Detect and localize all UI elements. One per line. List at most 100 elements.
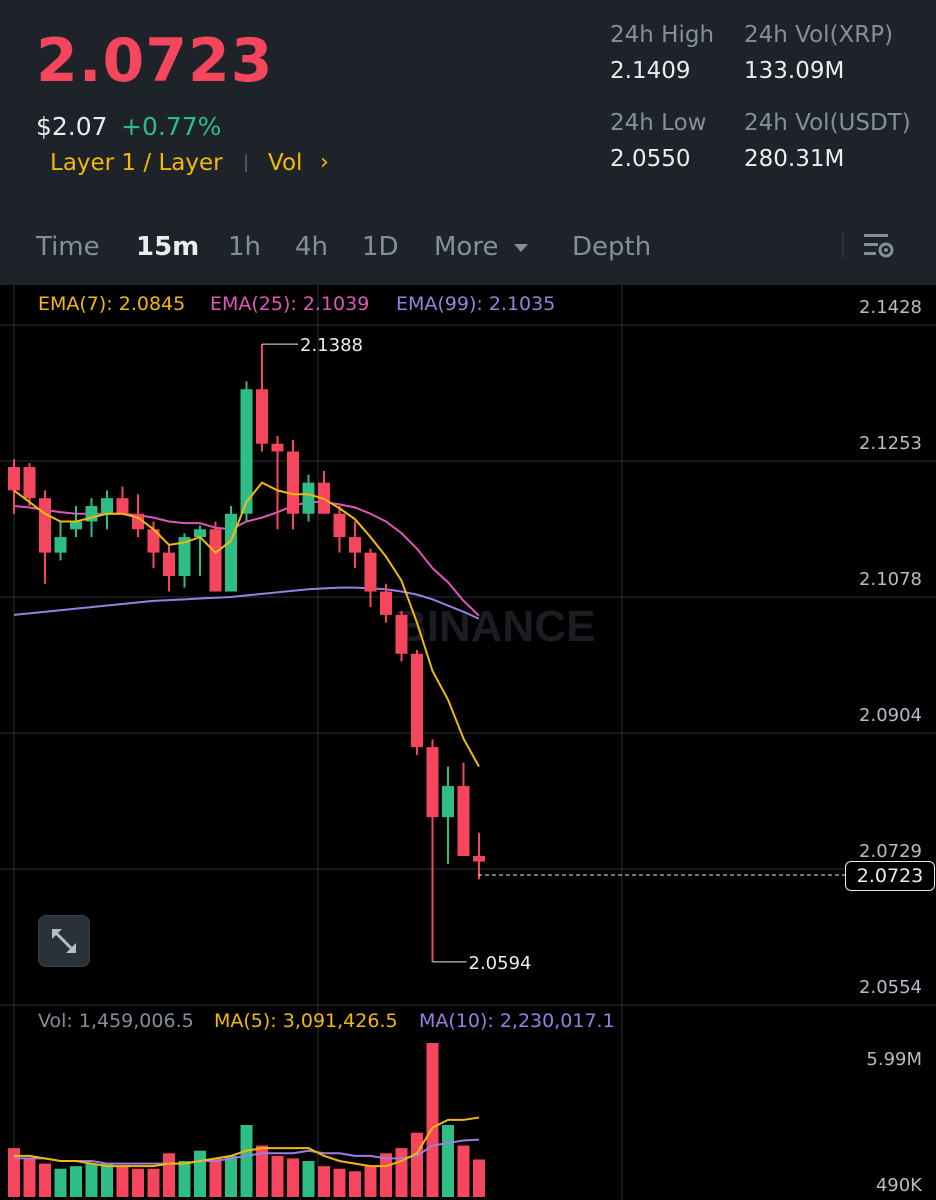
ema99-path <box>13 586 480 620</box>
price-tick-label: 2.0729 <box>859 841 922 862</box>
volume-bar <box>380 1153 392 1197</box>
candle-body <box>54 537 67 553</box>
candle-body <box>23 467 36 499</box>
price-tick-label: 2.0904 <box>859 705 922 726</box>
candle-body <box>8 467 20 491</box>
tab-4h[interactable]: 4h <box>295 232 329 262</box>
price-tick-label: 2.0554 <box>859 977 922 998</box>
change-percent: +0.77% <box>121 112 222 141</box>
tab-divider <box>842 232 844 258</box>
high-low-markers: 2.1388 2.0594 <box>262 335 531 974</box>
last-price: 2.0723 <box>36 26 274 96</box>
candle-body <box>333 513 346 538</box>
volume-bar <box>473 1159 485 1197</box>
volume-bar <box>318 1166 330 1197</box>
tag-separator: | <box>243 152 250 173</box>
volume-bar <box>240 1125 253 1197</box>
volume-bar <box>147 1168 160 1197</box>
low-value: 2.0550 <box>610 146 691 172</box>
tab-more[interactable]: More <box>434 232 529 262</box>
volume-bar <box>426 1043 439 1197</box>
candle-body <box>101 498 113 514</box>
volume-bar <box>70 1166 82 1197</box>
ma10-path <box>14 1138 480 1165</box>
interval-tabs: Time 15m 1h 4h 1D More Depth <box>0 222 936 277</box>
vol-tag[interactable]: Vol <box>268 150 303 176</box>
volume-bar <box>349 1171 361 1197</box>
high-value: 2.1409 <box>610 58 691 84</box>
tab-15m[interactable]: 15m <box>136 232 200 262</box>
expand-icon <box>52 929 76 953</box>
kline-svg[interactable]: BINANCE 2.14282.12532.10782.09042.07292.… <box>0 285 936 1200</box>
volume-bar <box>395 1148 408 1197</box>
candle-body <box>302 482 315 514</box>
candle-body <box>178 537 191 576</box>
candle-body <box>225 513 237 592</box>
price-tick-label: 2.1428 <box>859 297 922 318</box>
chevron-right-icon[interactable]: › <box>320 150 329 175</box>
price-tick-label: 2.1253 <box>859 433 922 454</box>
volume-bar <box>364 1166 377 1197</box>
candle-body <box>473 856 485 862</box>
vol-quote-value: 280.31M <box>744 146 845 172</box>
grid <box>0 285 936 1200</box>
candle-body <box>70 521 82 530</box>
high-marker-label: 2.1388 <box>300 335 363 356</box>
candle-body <box>256 389 268 444</box>
volume-bar <box>178 1161 191 1197</box>
ema7-legend: EMA(7): 2.0845 <box>38 293 186 315</box>
low-marker-label: 2.0594 <box>469 953 532 974</box>
volume-bar <box>271 1155 284 1197</box>
ma5-legend: MA(5): 3,091,426.5 <box>214 1010 398 1032</box>
volume-tick-label: 5.99M <box>866 1049 922 1070</box>
volume-bar <box>209 1158 222 1197</box>
ma5-line <box>14 1116 480 1168</box>
ma10-line <box>14 1138 480 1165</box>
volume-axis: 5.99M 490K <box>866 1049 923 1196</box>
volume-tick-label: 490K <box>876 1175 923 1196</box>
candle-body <box>349 537 361 553</box>
candle-body <box>380 591 392 615</box>
category-tag[interactable]: Layer 1 / Layer <box>50 150 223 176</box>
candle-body <box>457 786 470 857</box>
chart-settings-icon[interactable] <box>862 230 894 262</box>
volume-bar <box>457 1145 470 1197</box>
volume-bar <box>442 1125 454 1197</box>
candle-body <box>442 786 454 818</box>
candles <box>8 344 485 962</box>
ema99-legend: EMA(99): 2.1035 <box>396 293 556 315</box>
candle-body <box>116 498 129 514</box>
ema7-path <box>13 481 480 768</box>
caret-down-icon <box>513 243 528 252</box>
volume-bar <box>225 1155 237 1197</box>
candle-body <box>395 614 408 654</box>
candle-body <box>147 529 160 553</box>
volume-bar <box>163 1153 175 1197</box>
ema7-line <box>13 481 480 768</box>
vol-quote-label: 24h Vol(USDT) <box>744 110 911 136</box>
candle-body <box>194 529 206 538</box>
tab-1h[interactable]: 1h <box>228 232 262 262</box>
tab-1d[interactable]: 1D <box>362 232 399 262</box>
tab-time[interactable]: Time <box>36 232 100 262</box>
volume-bar <box>333 1168 346 1197</box>
kline-chart[interactable]: BINANCE 2.1428 2.1253 2.1078 2.0904 2.0729 2.… <box>0 285 936 1200</box>
candle-body <box>240 389 253 514</box>
candle-body <box>287 451 299 514</box>
volume-bar <box>287 1158 299 1197</box>
volume-bar <box>85 1163 98 1197</box>
candle-body <box>411 653 423 748</box>
volume-bars <box>8 1043 485 1197</box>
tab-depth[interactable]: Depth <box>572 232 652 262</box>
volume-bar <box>101 1163 113 1197</box>
high-label: 24h High <box>610 22 715 48</box>
low-label: 24h Low <box>610 110 707 136</box>
fullscreen-button[interactable] <box>38 915 90 967</box>
volume-bar <box>8 1148 20 1197</box>
candle-body <box>271 443 284 452</box>
volume-bar <box>54 1168 67 1197</box>
ticker-header: 2.0723 $2.07 +0.77% Layer 1 / Layer | Vo… <box>0 0 936 285</box>
tab-more-label: More <box>434 232 499 262</box>
ema25-legend: EMA(25): 2.1039 <box>210 293 370 315</box>
vol-base-label: 24h Vol(XRP) <box>744 22 894 48</box>
